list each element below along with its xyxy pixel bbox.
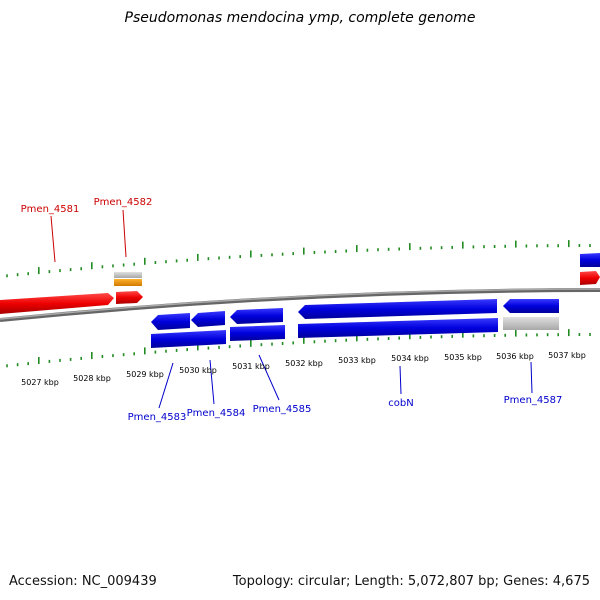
genome-title: Pseudomonas mendocina ymp, complete geno… <box>124 10 476 26</box>
kbp-label: 5028 kbp <box>73 374 111 383</box>
gene-label-pmen-4585[interactable]: Pmen_4585 <box>253 404 312 415</box>
gene-feature-right-reverse[interactable] <box>580 253 600 267</box>
kbp-label: 5031 kbp <box>232 362 270 371</box>
gene-label-cobn[interactable]: cobN <box>388 398 413 409</box>
kbp-label: 5035 kbp <box>444 353 482 362</box>
gene-label-pmen-4583[interactable]: Pmen_4583 <box>128 412 187 423</box>
gene-feature-pmen-4582-pseudo[interactable] <box>114 272 142 278</box>
gene-label-pmen-4581[interactable]: Pmen_4581 <box>21 204 80 215</box>
genome-summary-text: Topology: circular; Length: 5,072,807 bp… <box>232 574 590 589</box>
gene-feature-pmen-4587-pseudo[interactable] <box>503 317 559 330</box>
kbp-label: 5034 kbp <box>391 354 429 363</box>
genome-backbone <box>0 288 600 322</box>
gene-feature-pmen-4583-bottom[interactable] <box>151 330 226 348</box>
gene-label-pmen-4582[interactable]: Pmen_4582 <box>94 197 153 208</box>
gene-feature-pmen-4582[interactable] <box>116 291 143 304</box>
kbp-label: 5027 kbp <box>21 378 59 387</box>
gene-feature-pmen-4581[interactable] <box>0 293 114 314</box>
gene-feature-pmen-4585-bottom[interactable] <box>230 325 285 341</box>
kbp-label: 5036 kbp <box>496 352 534 361</box>
upper-tick-track <box>6 240 591 278</box>
gene-feature-pmen-4583-top[interactable] <box>151 313 190 330</box>
leader-pmen-4584 <box>209 359 215 405</box>
kbp-label: 5029 kbp <box>126 370 164 379</box>
gene-feature-cobn-top[interactable] <box>298 299 497 319</box>
gene-feature-pmen-4585-top[interactable] <box>230 308 283 324</box>
gene-feature-pmen-4587-top[interactable] <box>503 299 559 313</box>
leader-pmen-4587 <box>530 361 533 394</box>
gene-feature-right-forward[interactable] <box>580 271 600 285</box>
kbp-label: 5030 kbp <box>179 366 217 375</box>
gene-label-pmen-4584[interactable]: Pmen_4584 <box>187 408 246 419</box>
leader-cobn <box>399 365 402 395</box>
gene-feature-cobn-bottom[interactable] <box>298 318 498 338</box>
accession-text: Accession: NC_009439 <box>9 574 157 589</box>
leader-pmen-4581 <box>50 215 56 263</box>
gene-feature-pmen-4582-rna[interactable] <box>114 279 142 286</box>
genome-backbone-highlight <box>0 288 600 320</box>
kbp-label: 5037 kbp <box>548 351 586 360</box>
kbp-label: 5033 kbp <box>338 356 376 365</box>
gene-feature-pmen-4584-top[interactable] <box>191 311 225 327</box>
leader-pmen-4585 <box>258 354 280 401</box>
leader-pmen-4583 <box>158 362 174 409</box>
lower-tick-track <box>6 329 591 368</box>
leader-pmen-4582 <box>122 209 127 258</box>
gene-label-pmen-4587[interactable]: Pmen_4587 <box>504 395 563 406</box>
kbp-label: 5032 kbp <box>285 359 323 368</box>
